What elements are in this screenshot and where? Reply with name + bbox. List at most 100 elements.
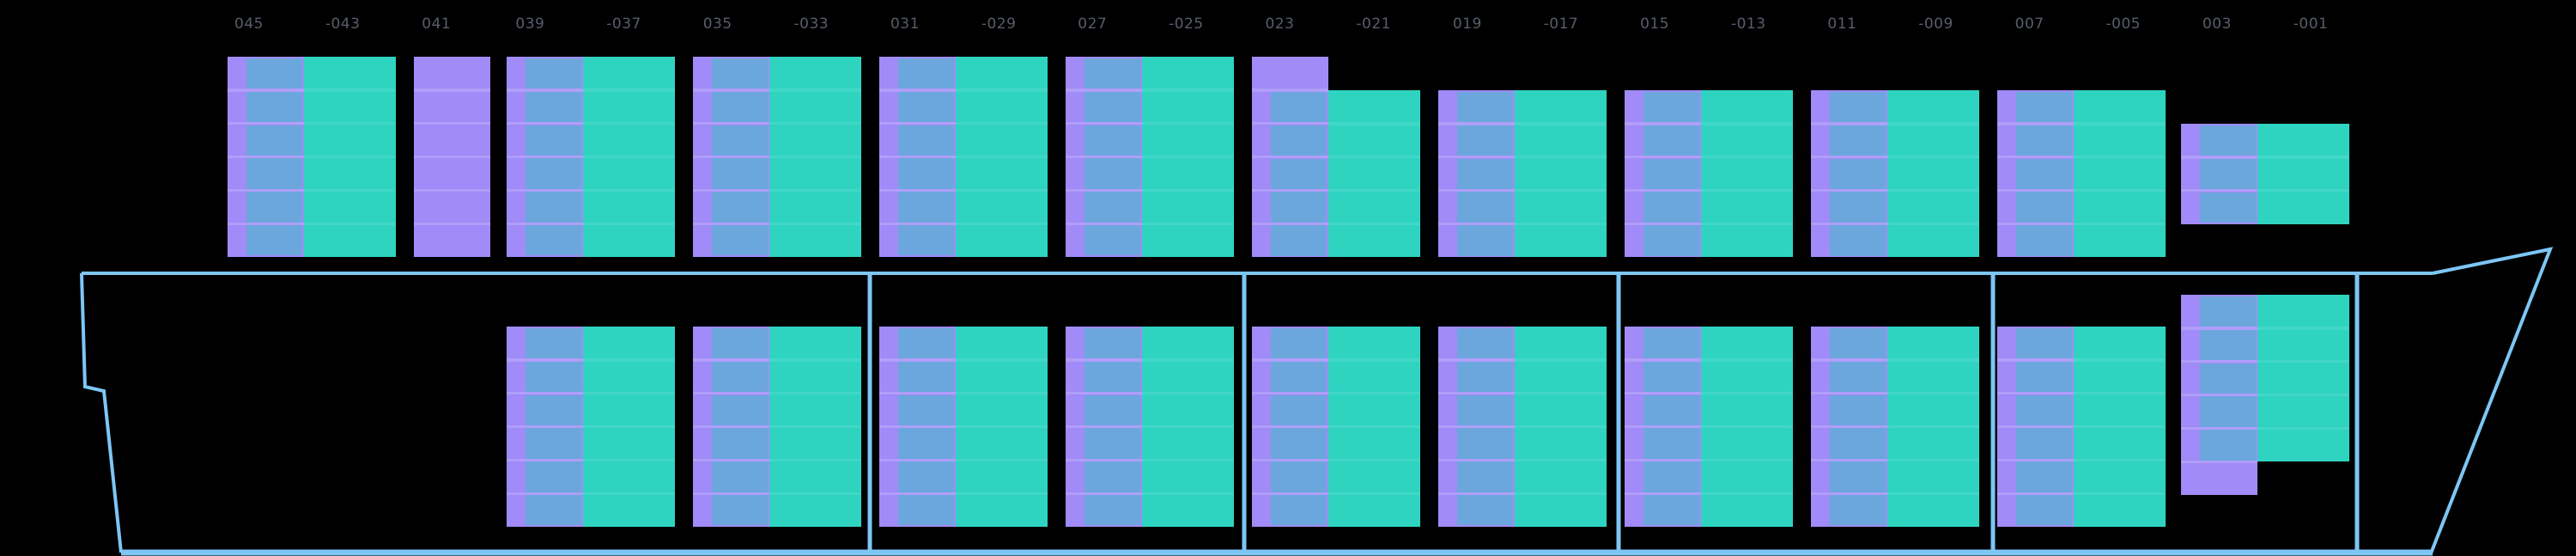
container-cell[interactable] — [1643, 158, 1699, 189]
container-cell[interactable] — [1830, 428, 1886, 459]
container-cell[interactable] — [246, 125, 302, 156]
container-cell[interactable] — [1457, 158, 1513, 189]
container-cell[interactable] — [1830, 192, 1886, 223]
container-cell[interactable] — [898, 361, 954, 393]
container-cell[interactable] — [1271, 125, 1327, 156]
container-cell[interactable] — [898, 192, 954, 223]
container-cell[interactable] — [1830, 361, 1886, 393]
container-cell[interactable] — [526, 495, 581, 526]
container-cell[interactable] — [1084, 91, 1140, 123]
container-cell[interactable] — [1084, 158, 1140, 189]
container-cell[interactable] — [2016, 361, 2072, 393]
container-cell[interactable] — [1271, 461, 1327, 492]
container-cell[interactable] — [1643, 361, 1699, 393]
container-cell[interactable] — [712, 327, 768, 359]
container-cell[interactable] — [712, 495, 768, 526]
container-cell[interactable] — [1084, 192, 1140, 223]
container-cell[interactable] — [246, 91, 302, 123]
container-cell[interactable] — [1643, 225, 1699, 256]
container-cell[interactable] — [2016, 91, 2072, 123]
container-cell[interactable] — [712, 461, 768, 492]
container-cell[interactable] — [526, 192, 581, 223]
container-cell[interactable] — [1084, 125, 1140, 156]
container-cell[interactable] — [2016, 125, 2072, 156]
container-cell[interactable] — [898, 461, 954, 492]
container-cell[interactable] — [1643, 125, 1699, 156]
container-cell[interactable] — [526, 158, 581, 189]
container-cell[interactable] — [2200, 192, 2256, 223]
container-cell[interactable] — [1084, 461, 1140, 492]
container-cell[interactable] — [1457, 361, 1513, 393]
container-cell[interactable] — [1271, 327, 1327, 359]
container-cell[interactable] — [2200, 158, 2256, 190]
container-cell[interactable] — [2200, 363, 2256, 394]
container-cell[interactable] — [246, 158, 302, 189]
container-cell[interactable] — [2200, 125, 2256, 156]
container-cell[interactable] — [2200, 396, 2256, 427]
container-cell[interactable] — [712, 58, 768, 89]
container-cell[interactable] — [1457, 495, 1513, 526]
container-cell[interactable] — [246, 58, 302, 89]
container-cell[interactable] — [246, 225, 302, 256]
container-cell[interactable] — [526, 225, 581, 256]
container-cell[interactable] — [898, 428, 954, 459]
container-cell[interactable] — [2200, 430, 2256, 461]
container-cell[interactable] — [1084, 495, 1140, 526]
container-cell[interactable] — [1643, 192, 1699, 223]
container-cell[interactable] — [2016, 225, 2072, 256]
container-cell[interactable] — [526, 361, 581, 393]
container-cell[interactable] — [898, 91, 954, 123]
container-cell[interactable] — [2016, 158, 2072, 189]
container-cell[interactable] — [1643, 327, 1699, 359]
container-cell[interactable] — [1457, 394, 1513, 425]
container-cell[interactable] — [2200, 329, 2256, 361]
container-cell[interactable] — [1084, 58, 1140, 89]
container-cell[interactable] — [526, 327, 581, 359]
container-cell[interactable] — [898, 225, 954, 256]
container-cell[interactable] — [2200, 296, 2256, 327]
container-cell[interactable] — [712, 158, 768, 189]
container-cell[interactable] — [1271, 192, 1327, 223]
container-cell[interactable] — [1271, 495, 1327, 526]
container-cell[interactable] — [526, 428, 581, 459]
container-cell[interactable] — [1084, 225, 1140, 256]
container-cell[interactable] — [1830, 327, 1886, 359]
container-cell[interactable] — [898, 394, 954, 425]
container-cell[interactable] — [1457, 225, 1513, 256]
container-cell[interactable] — [526, 125, 581, 156]
container-cell[interactable] — [526, 461, 581, 492]
container-cell[interactable] — [526, 91, 581, 123]
container-cell[interactable] — [1084, 428, 1140, 459]
container-cell[interactable] — [1457, 461, 1513, 492]
container-cell[interactable] — [1830, 495, 1886, 526]
container-cell[interactable] — [1830, 461, 1886, 492]
container-cell[interactable] — [2016, 327, 2072, 359]
container-cell[interactable] — [1084, 394, 1140, 425]
container-cell[interactable] — [712, 428, 768, 459]
container-cell[interactable] — [1830, 225, 1886, 256]
container-cell[interactable] — [1643, 394, 1699, 425]
container-cell[interactable] — [1643, 91, 1699, 123]
container-cell[interactable] — [1084, 327, 1140, 359]
container-cell[interactable] — [1271, 361, 1327, 393]
container-cell[interactable] — [1271, 158, 1327, 189]
container-cell[interactable] — [2016, 495, 2072, 526]
container-cell[interactable] — [526, 394, 581, 425]
container-cell[interactable] — [1830, 394, 1886, 425]
container-cell[interactable] — [2016, 461, 2072, 492]
container-cell[interactable] — [2016, 394, 2072, 425]
container-cell[interactable] — [712, 394, 768, 425]
container-cell[interactable] — [2016, 192, 2072, 223]
container-cell[interactable] — [1271, 394, 1327, 425]
container-cell[interactable] — [1271, 428, 1327, 459]
container-cell[interactable] — [1271, 225, 1327, 256]
container-cell[interactable] — [1643, 428, 1699, 459]
container-cell[interactable] — [1457, 327, 1513, 359]
container-cell[interactable] — [1271, 91, 1327, 123]
container-cell[interactable] — [1457, 91, 1513, 123]
container-cell[interactable] — [898, 58, 954, 89]
container-cell[interactable] — [898, 327, 954, 359]
container-cell[interactable] — [246, 192, 302, 223]
container-cell[interactable] — [1830, 158, 1886, 189]
container-cell[interactable] — [2016, 428, 2072, 459]
